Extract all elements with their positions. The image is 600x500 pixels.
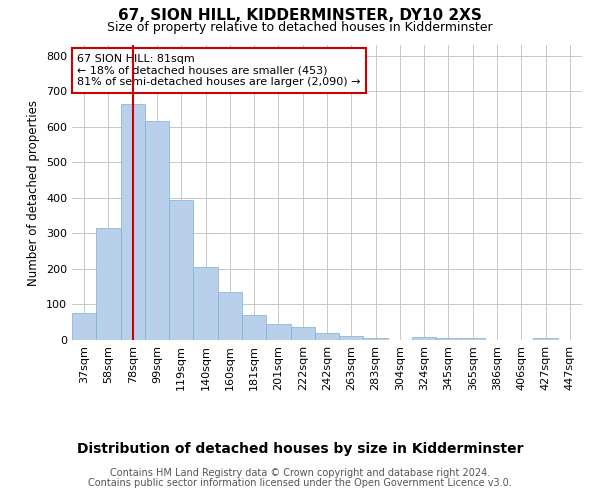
- Text: Contains public sector information licensed under the Open Government Licence v3: Contains public sector information licen…: [88, 478, 512, 488]
- Bar: [169, 200, 193, 340]
- Text: Contains HM Land Registry data © Crown copyright and database right 2024.: Contains HM Land Registry data © Crown c…: [110, 468, 490, 477]
- Text: Size of property relative to detached houses in Kidderminster: Size of property relative to detached ho…: [107, 21, 493, 34]
- Bar: [96, 228, 121, 340]
- Bar: [290, 327, 315, 340]
- Bar: [461, 338, 485, 340]
- Bar: [121, 104, 145, 340]
- Bar: [242, 315, 266, 340]
- Bar: [193, 267, 218, 340]
- Bar: [364, 338, 388, 340]
- Bar: [145, 122, 169, 340]
- Bar: [339, 336, 364, 340]
- Text: Distribution of detached houses by size in Kidderminster: Distribution of detached houses by size …: [77, 442, 523, 456]
- Bar: [533, 338, 558, 340]
- Bar: [412, 337, 436, 340]
- Bar: [315, 333, 339, 340]
- Text: 67, SION HILL, KIDDERMINSTER, DY10 2XS: 67, SION HILL, KIDDERMINSTER, DY10 2XS: [118, 8, 482, 22]
- Bar: [266, 324, 290, 340]
- Bar: [72, 314, 96, 340]
- Bar: [218, 292, 242, 340]
- Bar: [436, 338, 461, 340]
- Text: 67 SION HILL: 81sqm
← 18% of detached houses are smaller (453)
81% of semi-detac: 67 SION HILL: 81sqm ← 18% of detached ho…: [77, 54, 361, 87]
- Y-axis label: Number of detached properties: Number of detached properties: [28, 100, 40, 286]
